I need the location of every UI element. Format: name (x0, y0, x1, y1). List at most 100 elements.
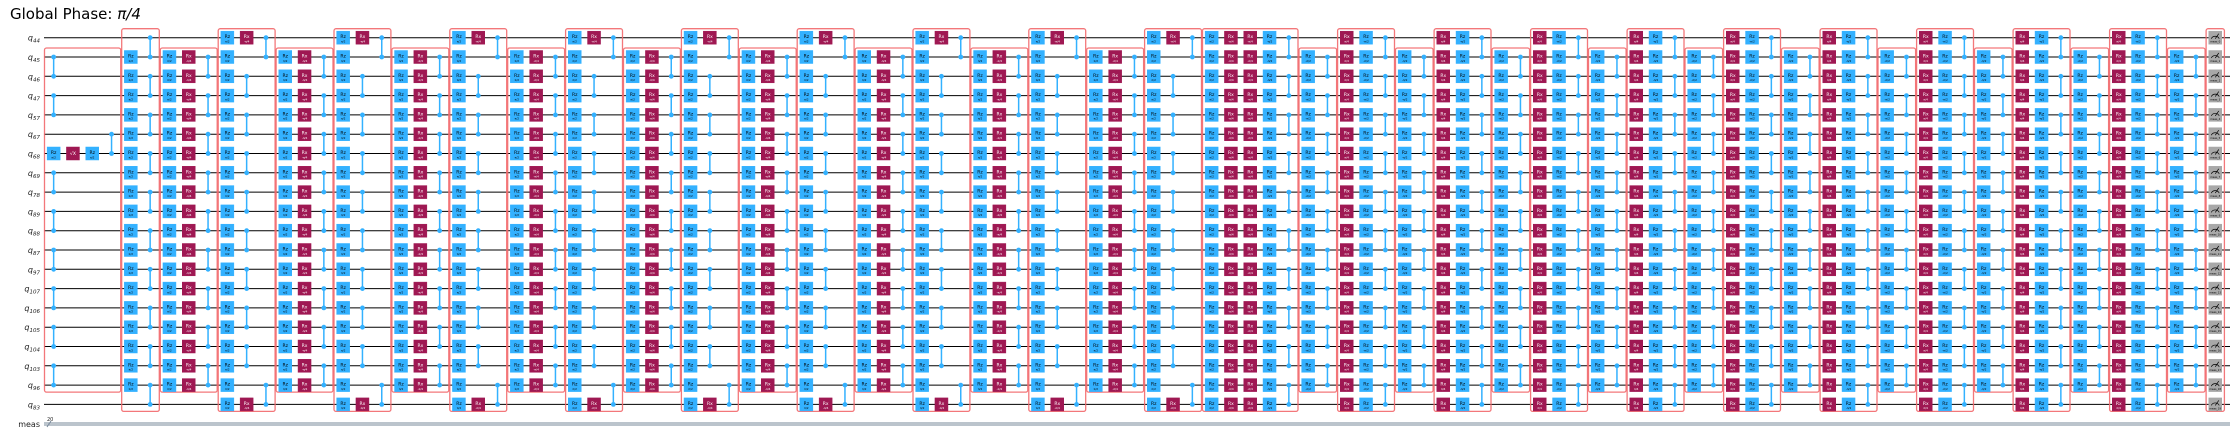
gate-param: -π/4 (1112, 194, 1118, 198)
rz-gate: Rzπ/2 (220, 30, 235, 45)
gate-box (452, 301, 466, 315)
gate-name: Rz (572, 382, 578, 388)
rz-gate: Rzπ/2 (625, 320, 640, 334)
gate-param: π/2 (1152, 194, 1157, 198)
cz-gate (1768, 112, 1774, 137)
gate-box (162, 301, 177, 315)
rz-gate: Rzπ/2 (799, 243, 814, 257)
block-box (43, 47, 122, 393)
cz-control-dot (1865, 93, 1871, 98)
rx-gate: Rxπ/4 (1436, 397, 1450, 412)
cz-gate (147, 382, 153, 407)
cz-control-dot (707, 170, 713, 176)
cz-gate (1904, 286, 1909, 311)
cz-control-dot (823, 266, 829, 272)
rz-gate: Rz-π/2 (1494, 146, 1508, 161)
cz-control-dot (784, 228, 790, 234)
cz-control-dot (1904, 131, 1909, 137)
gate-param: -π/2 (1498, 213, 1504, 217)
rz-gate: Rzπ/2 (220, 146, 235, 161)
gate-param: π/2 (746, 368, 751, 372)
gate-param: -π/2 (1267, 155, 1273, 159)
gate-name: Rz (398, 266, 404, 272)
cz-gate (2193, 131, 2199, 156)
cz-control-dot (2154, 305, 2160, 311)
rz-gate: Rzπ/2 (625, 185, 640, 199)
rz-gate: Rzπ/2 (741, 127, 756, 141)
gate-param: π/2 (167, 290, 172, 294)
gate-param: -π/2 (1653, 59, 1659, 63)
rz-gate: Rz-π/2 (1359, 166, 1373, 180)
rx-gate: Rx-π/4 (876, 204, 891, 219)
gate-param: π/4 (1345, 252, 1350, 256)
gate-box (452, 243, 466, 257)
gate-param: π/2 (399, 368, 404, 372)
gate-param: -π/4 (591, 40, 597, 44)
gate-box (220, 146, 235, 161)
gate-param: -π/2 (1267, 233, 1273, 237)
gate-param: -π/2 (1556, 290, 1562, 294)
rz-gate: Rz-π/2 (1397, 185, 1412, 199)
cz-gate (1614, 247, 1620, 272)
gate-box (510, 108, 524, 122)
cz-control-dot (1170, 209, 1176, 214)
cz-gate (591, 305, 597, 330)
cz-gate (1421, 209, 1427, 234)
gate-name: Rz (398, 343, 404, 349)
gate-param: -π/2 (1556, 368, 1562, 372)
cz-gate (1711, 209, 1716, 234)
gate-name: Rz (225, 150, 231, 156)
gate-box (336, 262, 350, 277)
cz-gate (553, 131, 558, 156)
rz-gate: Rzπ/2 (452, 127, 466, 141)
gate-name: Rx (186, 54, 192, 60)
rz-gate: Rzπ/2 (510, 281, 524, 296)
cz-control-dot (939, 131, 944, 137)
cz-gate (1286, 73, 1292, 98)
cz-gate (2097, 247, 2102, 272)
rx-gate: Rx-π/4 (529, 262, 543, 277)
cz-control-dot (1479, 209, 1485, 214)
rz-gate: Rzπ/2 (394, 69, 408, 84)
rz-gate: Rzπ/2 (1147, 204, 1161, 219)
cz-control-dot (1479, 93, 1485, 98)
cz-control-dot (823, 247, 829, 253)
rx-gate: Rx-π/4 (645, 262, 659, 277)
cz-control-dot (205, 131, 211, 137)
rx-gate: Rx-π/4 (1224, 185, 1238, 199)
cz-control-dot (2154, 402, 2160, 407)
gate-param: π/2 (399, 59, 404, 63)
rz-gate: Rzπ/2 (1089, 204, 1103, 219)
cz-control-dot (437, 54, 443, 60)
gate-param: -π/4 (765, 194, 771, 198)
gate-param: -π/4 (997, 97, 1003, 101)
rx-gate: Rx-π/4 (182, 378, 196, 392)
gate-box (452, 339, 466, 354)
gate-param: π/2 (399, 136, 404, 140)
rx-gate: Rxπ/4 (1436, 262, 1450, 277)
gate-box (394, 127, 408, 141)
rz-gate: Rzπ/2 (1089, 88, 1103, 103)
gate-param: π/4 (1634, 117, 1639, 121)
cz-control-dot (1382, 344, 1388, 349)
rx-gate: Rxπ/4 (1533, 185, 1547, 199)
rx-gate: Rx-π/4 (297, 50, 312, 64)
gate-param: -π/2 (1402, 368, 1408, 372)
qubit-label: q57 (28, 111, 41, 122)
cz-control-dot (321, 247, 327, 253)
cz-gate (2154, 382, 2160, 407)
gate-param: -π/2 (1402, 387, 1408, 391)
rz-gate: Rzπ/2 (394, 301, 408, 315)
cz-gate (1170, 266, 1176, 291)
rz-gate: Rzπ/2 (278, 69, 292, 84)
gate-param: -π/4 (649, 271, 655, 275)
gate-name: Rx (533, 266, 539, 272)
gate-param: π/2 (1152, 348, 1157, 352)
gate-param: -π/2 (1498, 368, 1504, 372)
gate-name: Rx (302, 285, 308, 291)
gate-param: π/2 (1209, 194, 1214, 198)
cz-gate (1382, 305, 1388, 330)
gate-box (220, 50, 235, 64)
rz-gate: Rzπ/2 (394, 359, 408, 373)
cz-control-dot (1768, 324, 1774, 330)
